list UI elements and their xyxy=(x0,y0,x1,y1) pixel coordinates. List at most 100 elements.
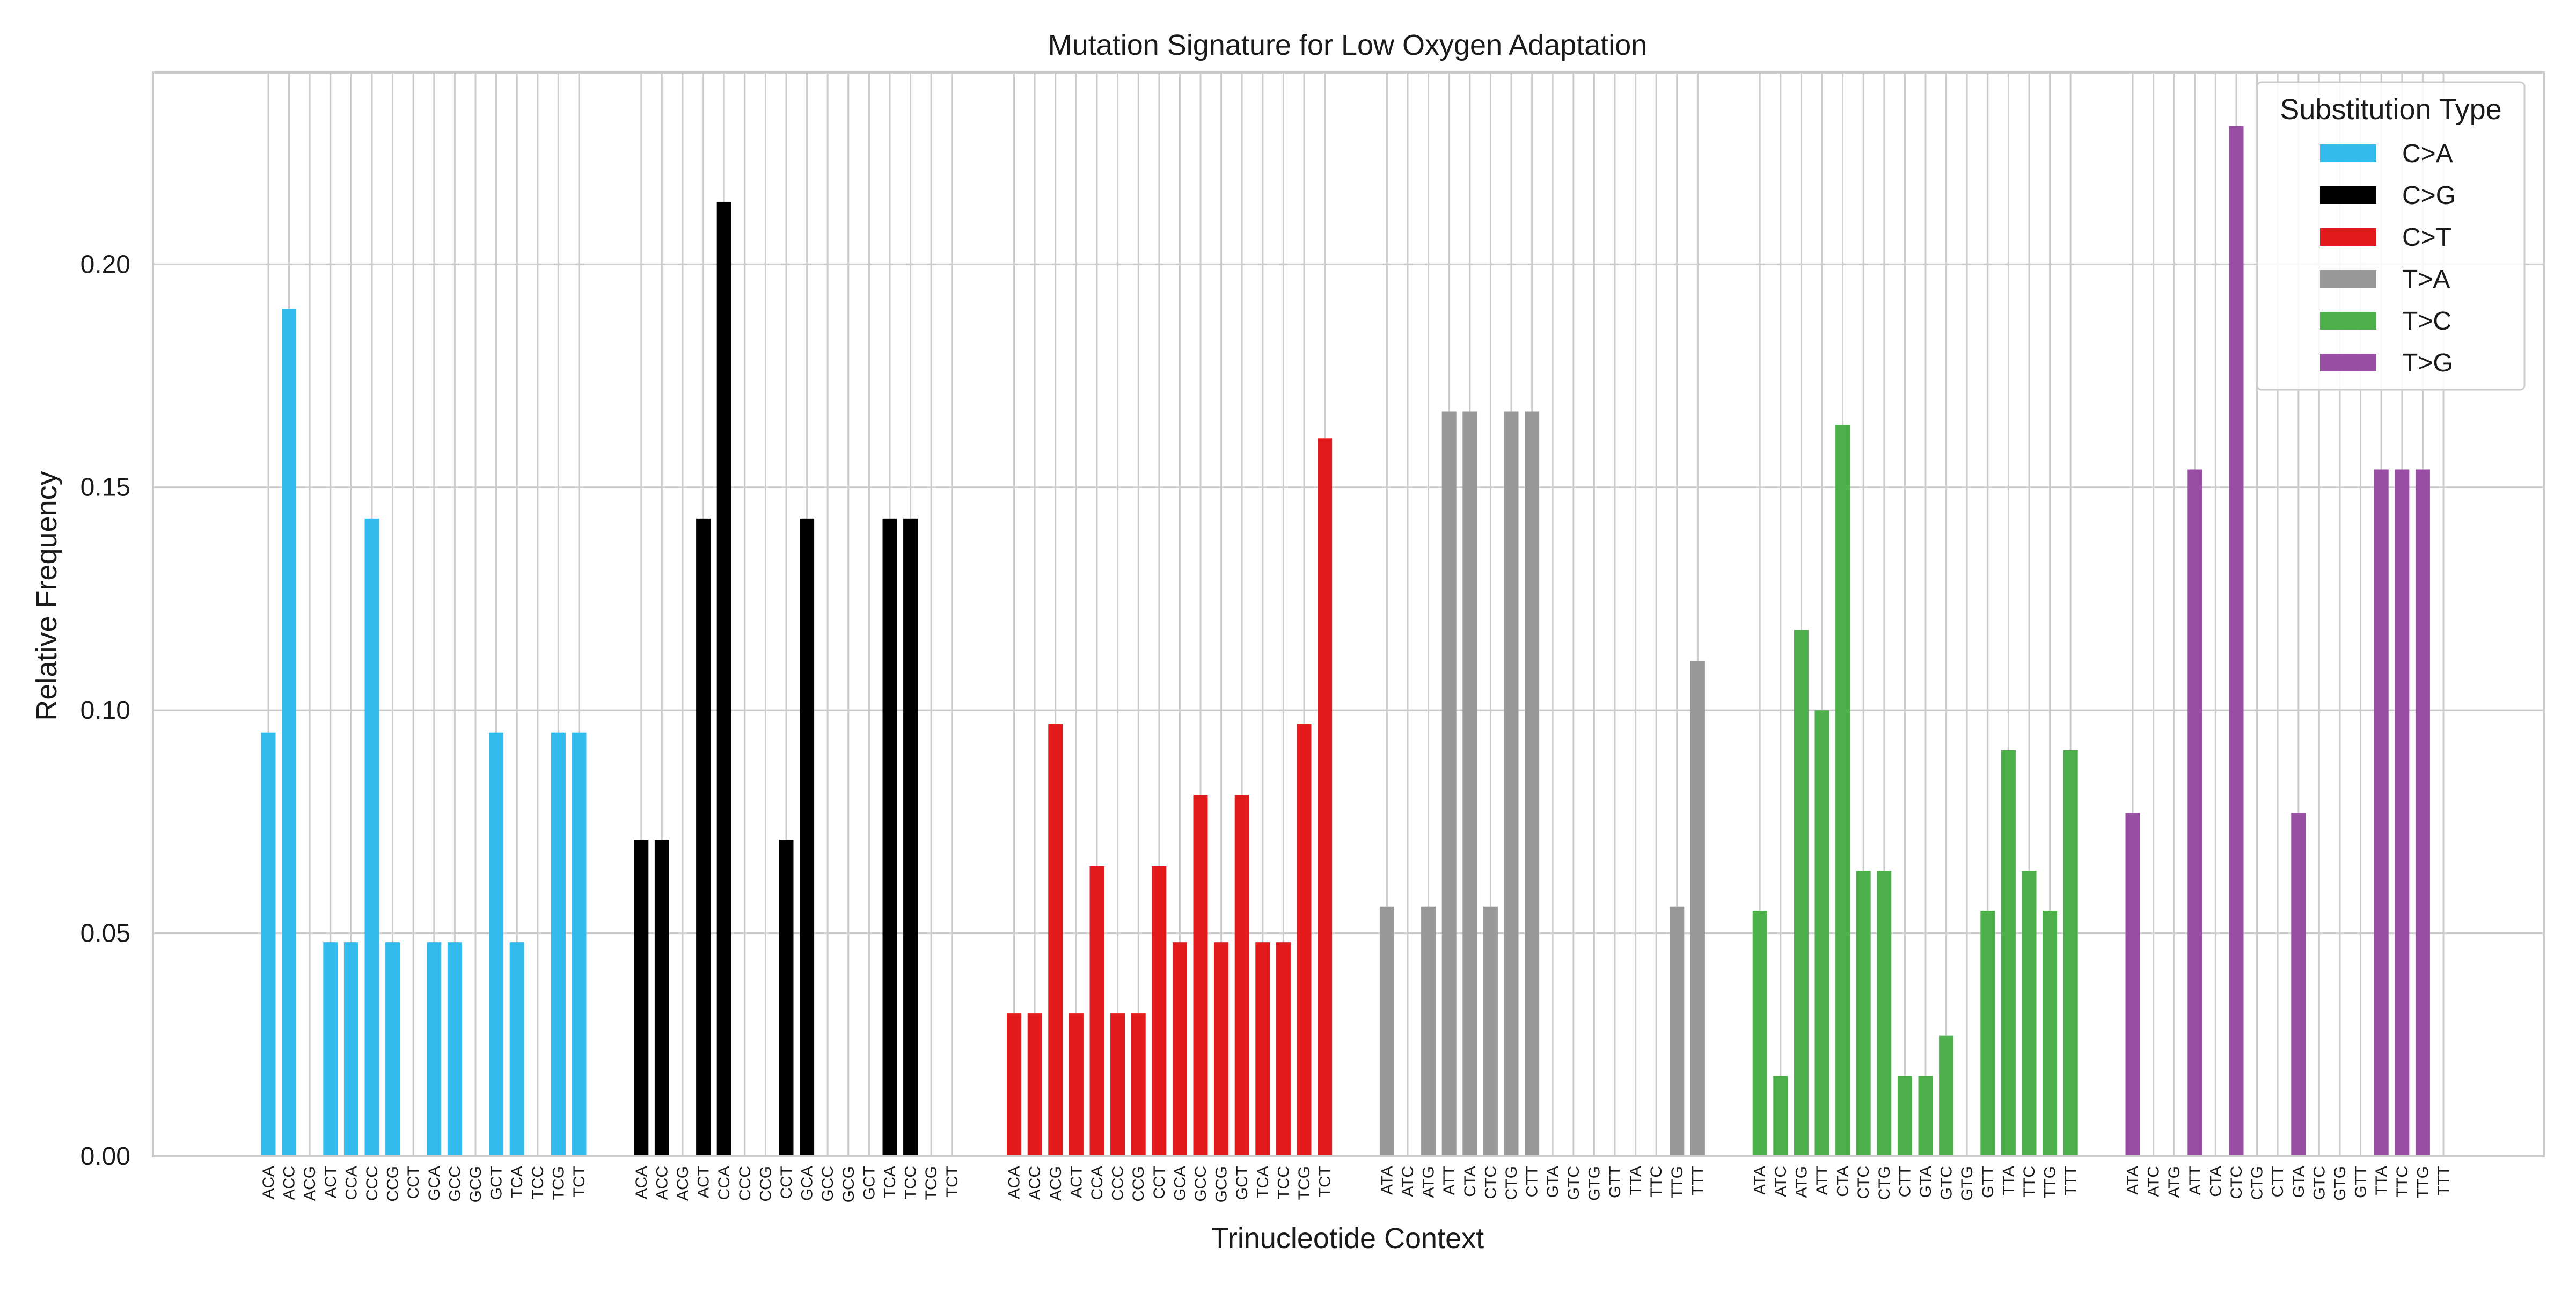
x-tick-label: ACC xyxy=(653,1166,671,1200)
x-tick-label: ATA xyxy=(1378,1166,1396,1195)
bar xyxy=(1856,871,1871,1156)
x-tick-label: TTC xyxy=(2021,1166,2038,1197)
x-tick-label: TTG xyxy=(1668,1166,1686,1198)
x-tick-label: GCA xyxy=(799,1166,816,1201)
x-tick-label: GTT xyxy=(1979,1166,1997,1198)
legend-label: C>A xyxy=(2402,140,2453,168)
bar xyxy=(364,518,379,1156)
x-tick-label: CTC xyxy=(2228,1166,2245,1199)
bar xyxy=(696,518,711,1156)
x-tick-label: CTC xyxy=(1482,1166,1499,1199)
x-tick-label: ATG xyxy=(1420,1166,1438,1198)
x-tick-label: CCC xyxy=(736,1166,754,1201)
x-tick-label: CTA xyxy=(1834,1166,1852,1197)
bar xyxy=(1152,866,1167,1156)
x-tick-label: ACC xyxy=(281,1166,298,1200)
bar xyxy=(427,942,442,1156)
x-tick-label: GCC xyxy=(819,1166,837,1202)
x-tick-label: TCT xyxy=(943,1166,961,1197)
x-tick-label: ACG xyxy=(674,1166,692,1201)
x-tick-label: GTA xyxy=(2290,1166,2308,1198)
x-tick-label: ACG xyxy=(301,1166,319,1201)
legend-label: T>A xyxy=(2402,265,2450,294)
legend-swatch xyxy=(2320,186,2376,204)
bar xyxy=(1255,942,1270,1156)
x-tick-label: GTC xyxy=(1565,1166,1583,1200)
bar xyxy=(509,942,524,1156)
y-tick-label: 0.05 xyxy=(80,920,130,948)
bar xyxy=(1897,1076,1912,1156)
x-tick-label: ACA xyxy=(260,1166,277,1199)
x-tick-label: TTT xyxy=(1689,1166,1707,1195)
x-tick-label: GTA xyxy=(1917,1166,1935,1198)
x-tick-label: ATA xyxy=(2124,1166,2142,1195)
bar xyxy=(2125,813,2140,1156)
x-tick-label: GTG xyxy=(2331,1166,2349,1201)
bar xyxy=(2415,469,2430,1156)
bar xyxy=(2229,126,2244,1156)
x-tick-label: CCA xyxy=(342,1166,360,1200)
x-tick-label: GCT xyxy=(860,1166,878,1200)
legend-box xyxy=(2256,81,2526,391)
x-tick-label: GTA xyxy=(1544,1166,1562,1198)
bar xyxy=(903,518,918,1156)
x-tick-label: TCC xyxy=(1275,1166,1292,1199)
y-tick-label: 0.10 xyxy=(80,696,130,725)
x-tick-label: ATC xyxy=(1399,1166,1417,1197)
x-tick-label: ACA xyxy=(633,1166,650,1199)
y-tick-label: 0.00 xyxy=(80,1142,130,1171)
x-tick-label: CCT xyxy=(778,1166,795,1199)
legend-swatch xyxy=(2320,228,2376,246)
bar xyxy=(1980,911,1995,1156)
legend-label: T>G xyxy=(2402,349,2453,377)
legend: Substitution Type C>A C>G C>T T>A T>C T>G xyxy=(2256,81,2526,391)
bar xyxy=(489,732,504,1156)
bar xyxy=(1773,1076,1788,1156)
x-tick-label: GTC xyxy=(2310,1166,2328,1200)
bar xyxy=(1814,710,1829,1156)
x-tick-label: CCA xyxy=(1088,1166,1106,1200)
x-axis-label: Trinucleotide Context xyxy=(1211,1222,1484,1254)
x-tick-label: CCA xyxy=(715,1166,733,1200)
x-tick-label: ACT xyxy=(695,1166,713,1198)
bar xyxy=(2291,813,2306,1156)
bar xyxy=(1007,1013,1022,1156)
bar xyxy=(1794,630,1809,1156)
bar xyxy=(1048,724,1063,1156)
x-tick-label: CTA xyxy=(2207,1166,2224,1197)
x-tick-label: ACG xyxy=(1047,1166,1065,1201)
x-tick-label: TCA xyxy=(881,1166,899,1198)
bar xyxy=(2043,911,2058,1156)
x-tick-label: TCA xyxy=(1254,1166,1272,1198)
bar xyxy=(1835,425,1850,1156)
bar xyxy=(1462,411,1477,1156)
bar xyxy=(1690,661,1705,1156)
plot-frame xyxy=(152,71,2545,1157)
x-tick-label: GTG xyxy=(1585,1166,1603,1201)
x-tick-label: GCT xyxy=(488,1166,506,1200)
x-tick-label: ATC xyxy=(2145,1166,2163,1197)
x-tick-label: ATT xyxy=(1813,1166,1831,1195)
bar xyxy=(779,840,794,1156)
x-ticks: ACA ACC ACG ACT CCA CCC CCG CCT GCA GCC GCG GCT TCA T… xyxy=(260,1166,2453,1202)
bar xyxy=(1525,411,1540,1156)
bar xyxy=(2187,469,2202,1156)
x-tick-label: TTC xyxy=(2394,1166,2411,1197)
y-tick-label: 0.20 xyxy=(80,250,130,279)
x-tick-label: ATC xyxy=(1772,1166,1790,1197)
bar xyxy=(551,732,566,1156)
bar xyxy=(716,201,731,1156)
legend-swatch xyxy=(2320,144,2376,162)
bar xyxy=(1089,866,1104,1156)
bar xyxy=(261,732,276,1156)
x-tick-label: CTG xyxy=(1503,1166,1520,1200)
x-tick-label: CCG xyxy=(1130,1166,1147,1202)
x-tick-label: TTT xyxy=(2435,1166,2453,1195)
x-tick-label: CTG xyxy=(2249,1166,2266,1200)
bar xyxy=(282,309,297,1156)
y-tick-label: 0.15 xyxy=(80,473,130,502)
bar xyxy=(2022,871,2037,1156)
x-tick-label: ATG xyxy=(2165,1166,2183,1198)
bar xyxy=(1172,942,1187,1156)
x-tick-label: ACT xyxy=(322,1166,340,1198)
